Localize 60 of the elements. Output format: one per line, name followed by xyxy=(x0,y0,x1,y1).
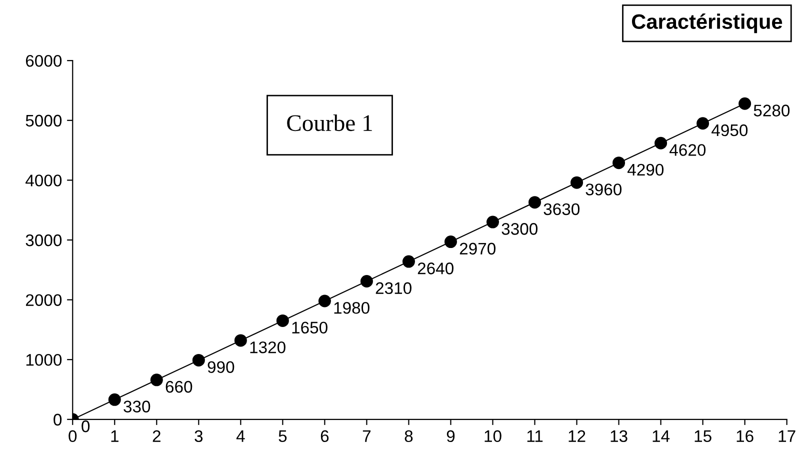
x-tick-label: 11 xyxy=(527,430,543,442)
x-tick-label: 12 xyxy=(568,430,586,442)
point xyxy=(150,374,163,386)
data-label: 990 xyxy=(208,361,234,373)
x-tick-label: 7 xyxy=(362,430,371,442)
y-tick-label: 2000 xyxy=(26,294,62,306)
data-label: 3960 xyxy=(586,184,622,196)
y-tick-label: 5000 xyxy=(26,114,62,127)
x-tick-label: 2 xyxy=(152,430,160,442)
point xyxy=(108,393,121,406)
data-label: 3300 xyxy=(502,223,538,235)
point xyxy=(654,136,668,150)
annotation: Courbe 1 xyxy=(287,114,372,132)
y-tick-label: 0 xyxy=(54,414,62,426)
data-label: 2310 xyxy=(376,282,412,294)
point xyxy=(360,275,373,288)
point xyxy=(402,255,415,268)
data-label: 5280 xyxy=(754,104,790,116)
point xyxy=(528,196,542,209)
x-tick-label: 5 xyxy=(278,430,287,442)
point xyxy=(570,176,584,189)
point xyxy=(276,314,289,327)
x-tick-label: 0 xyxy=(68,430,77,442)
x-tick-label: 3 xyxy=(194,430,203,442)
point xyxy=(234,334,247,347)
data-label: 3630 xyxy=(544,203,580,216)
y-tick-label: 1000 xyxy=(26,354,62,366)
x-tick-label: 6 xyxy=(320,430,329,442)
x-tick-label: 13 xyxy=(610,430,628,442)
point xyxy=(612,156,626,170)
y-tick-label: 6000 xyxy=(26,54,62,67)
point xyxy=(444,236,457,248)
x-tick-label: 10 xyxy=(484,430,502,442)
point xyxy=(738,97,752,110)
data-label: 4290 xyxy=(627,164,664,176)
data-label: 0 xyxy=(82,420,90,432)
y-tick-label: 3000 xyxy=(26,234,62,246)
x-tick-label: 9 xyxy=(446,430,455,442)
x-tick-label: 4 xyxy=(236,430,245,442)
x-tick-label: 16 xyxy=(736,430,754,442)
data-label: 1650 xyxy=(292,322,328,334)
x-tick-label: 15 xyxy=(694,430,712,442)
data-label: 660 xyxy=(166,380,192,393)
point xyxy=(486,216,499,228)
data-label: 4950 xyxy=(712,124,748,136)
x-tick-label: 17 xyxy=(778,430,796,442)
data-label: 4620 xyxy=(670,144,706,156)
point xyxy=(696,117,710,130)
data-label: 2640 xyxy=(418,262,454,274)
data-label: 1320 xyxy=(250,341,286,354)
x-tick-label: 1 xyxy=(111,430,118,442)
y-tick-label: 4000 xyxy=(26,174,62,186)
x-tick-label: 14 xyxy=(652,430,670,442)
data-label: 330 xyxy=(124,400,150,412)
data-label: 2970 xyxy=(460,242,496,255)
x-tick-label: 8 xyxy=(404,430,413,442)
chart-title: Caractéristique xyxy=(632,14,782,34)
point xyxy=(192,354,205,366)
data-label: 1980 xyxy=(334,302,370,314)
point xyxy=(318,294,331,308)
